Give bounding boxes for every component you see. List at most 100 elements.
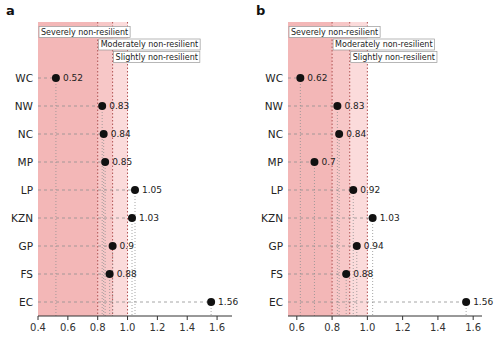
drop-line [346,274,347,316]
x-tick [367,316,368,320]
chart: 0.520.830.840.851.051.030.90.881.56Sever… [0,0,500,351]
dot [98,102,106,110]
dot [128,214,136,222]
plot-area [38,22,215,316]
x-axis [288,316,482,317]
dot [106,270,114,278]
zone-label-box [99,39,200,50]
dot [335,130,343,138]
x-tick-label: 1.6 [209,322,225,333]
leader-line [38,218,132,219]
category-label: KZN [261,212,283,224]
zone-label-box [39,27,130,38]
category-label: LP [271,184,283,196]
value-label: 0.84 [111,129,131,139]
x-tick [127,316,128,320]
value-label: 0.88 [117,269,137,279]
value-label: 1.03 [380,213,400,223]
category-label: GP [19,240,33,252]
zone-label: Severely non-resilient [291,28,378,37]
category-label: MP [18,156,33,168]
value-label: 0.52 [63,73,83,83]
leader-line [288,218,373,219]
category-label: GP [269,240,283,252]
dot [462,298,470,306]
value-label: 0.84 [346,129,366,139]
x-tick-label: 0.6 [60,322,76,333]
leader-line [288,190,353,191]
value-label: 0.94 [364,241,384,251]
drop-line [112,246,113,316]
drop-line [135,190,136,316]
dot [109,242,117,250]
category-label: NC [268,128,283,140]
category-label: WC [265,72,283,84]
leader-line [288,302,466,303]
value-label: 0.83 [344,101,364,111]
x-tick-label: 1.2 [149,322,165,333]
leader-line [288,246,357,247]
x-tick-label: 1.4 [179,322,195,333]
category-label: FS [270,268,283,280]
x-tick-label: 0.6 [289,322,305,333]
value-label: 0.85 [112,157,132,167]
drop-line [353,190,354,316]
x-tick [67,316,68,320]
zone-label-box [333,39,434,50]
value-label: 1.03 [139,213,159,223]
drop-line [300,78,301,316]
dot [310,158,318,166]
zone-label: Severely non-resilient [41,28,128,37]
panel-title: b [256,3,265,18]
zone-label: Moderately non-resilient [335,40,432,49]
leader-line [38,106,102,107]
zone-boundary [97,22,98,316]
dot [349,186,357,194]
drop-line [356,246,357,316]
drop-line [109,274,110,316]
x-tick [437,316,438,320]
category-label: EC [269,296,283,308]
zone-band [332,22,350,316]
x-tick-label: 1.6 [465,322,481,333]
value-label: 1.05 [142,185,162,195]
x-tick-label: 0.4 [30,322,46,333]
leader-line [38,302,211,303]
x-tick [38,316,39,320]
x-tick-label: 1.2 [395,322,411,333]
zone-boundary [332,22,333,316]
category-label: MP [268,156,283,168]
dot [131,186,139,194]
drop-line [105,162,106,316]
zone-label: Moderately non-resilient [101,40,198,49]
x-tick-label: 0.8 [324,322,340,333]
x-tick-label: 0.8 [90,322,106,333]
category-label: NW [15,100,34,112]
value-label: 1.56 [218,297,238,307]
panel: 0.520.830.840.851.051.030.90.881.56Sever… [6,3,238,333]
category-label: NW [265,100,284,112]
leader-line [38,162,105,163]
zone-label-box [351,52,437,63]
value-label: 0.92 [360,185,380,195]
dot [101,158,109,166]
zone-band [38,22,98,316]
x-tick [473,316,474,320]
plot-area [288,22,470,316]
drop-line [55,78,56,316]
x-tick-label: 1.0 [359,322,375,333]
x-tick [217,316,218,320]
zone-label-box [114,52,200,63]
x-tick-label: 1.4 [430,322,446,333]
zone-label-group: Moderately non-resilient [99,39,200,50]
x-tick-label: 1.0 [120,322,136,333]
x-tick [296,316,297,320]
value-label: 1.56 [473,297,493,307]
dot [100,130,108,138]
zone-band [288,22,332,316]
category-label: FS [20,268,33,280]
zone-label: Slightly non-resilient [353,53,435,62]
value-label: 0.7 [321,157,335,167]
leader-line [38,190,135,191]
zone-label-group: Slightly non-resilient [351,52,437,63]
